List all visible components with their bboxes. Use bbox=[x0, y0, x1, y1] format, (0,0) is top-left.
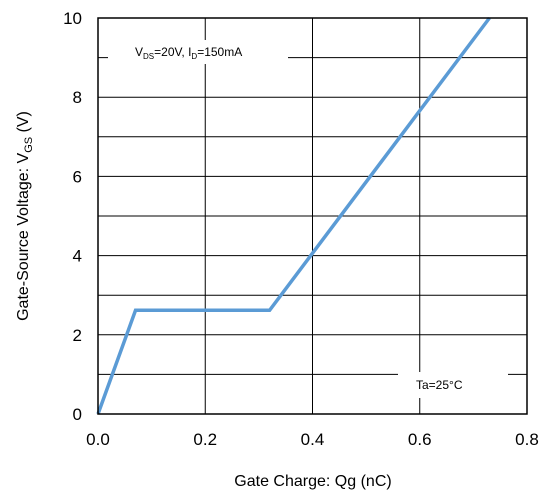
x-tick-labels: 0.0 0.2 0.4 0.6 0.8 bbox=[86, 430, 539, 449]
x-axis-title: Gate Charge: Qg (nC) bbox=[234, 473, 391, 490]
x-tick-label: 0.0 bbox=[86, 430, 110, 449]
temperature-box bbox=[398, 372, 508, 398]
x-tick-label: 0.6 bbox=[408, 430, 432, 449]
y-tick-label: 6 bbox=[73, 167, 82, 186]
grid-lines bbox=[98, 18, 527, 414]
series-layer bbox=[96, 16, 491, 415]
y-tick-labels: 0 2 4 6 8 10 bbox=[63, 9, 82, 424]
series-line bbox=[96, 16, 491, 415]
conditions-annotation: VDS=20V, ID=150mA bbox=[135, 45, 242, 61]
y-axis-title: Gate-Source Voltage: VGS (V) bbox=[15, 111, 35, 321]
x-tick-label: 0.2 bbox=[193, 430, 217, 449]
x-tick-label: 0.8 bbox=[515, 430, 539, 449]
y-tick-label: 8 bbox=[73, 88, 82, 107]
conditions-box bbox=[108, 40, 288, 64]
plot-frame bbox=[97, 17, 528, 415]
x-tick-label: 0.4 bbox=[301, 430, 325, 449]
temperature-annotation: Ta=25°C bbox=[416, 378, 463, 392]
y-tick-label: 4 bbox=[73, 247, 82, 266]
y-tick-label: 2 bbox=[73, 326, 82, 345]
y-tick-label: 10 bbox=[63, 9, 82, 28]
y-tick-label: 0 bbox=[73, 405, 82, 424]
